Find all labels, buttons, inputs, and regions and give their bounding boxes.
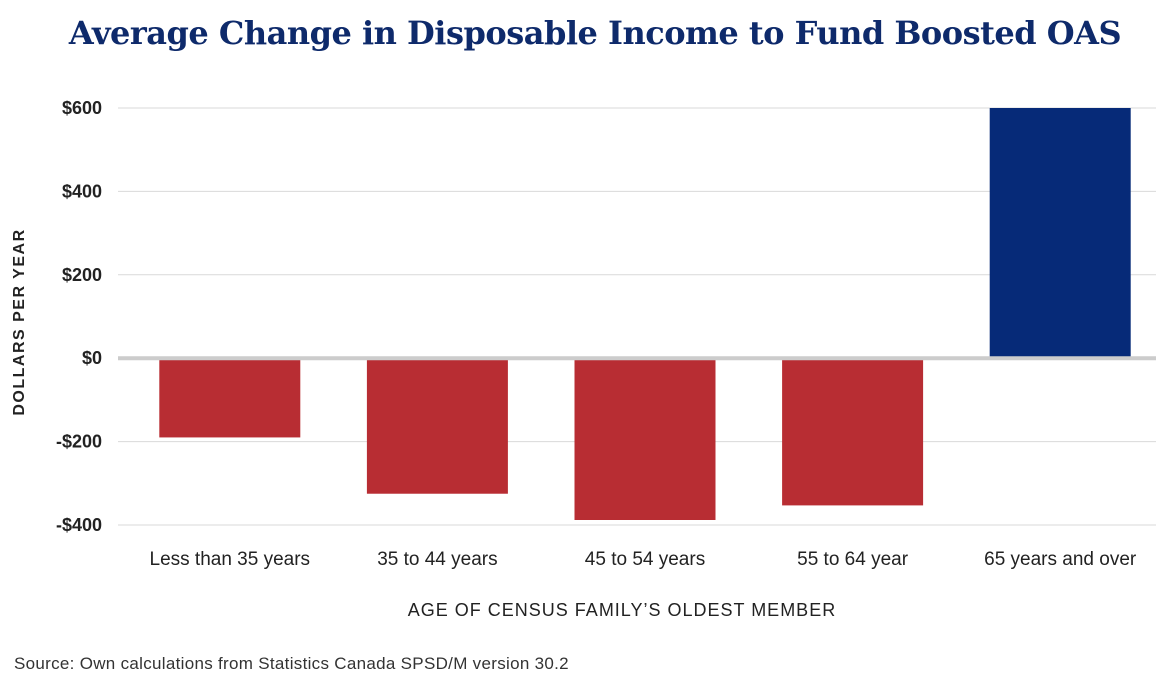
bar: [989, 108, 1131, 359]
chart-title: Average Change in Disposable Income to F…: [68, 14, 1122, 52]
bar: [159, 358, 301, 438]
source-note: Source: Own calculations from Statistics…: [14, 654, 569, 673]
x-tick-label: 45 to 54 years: [585, 549, 705, 570]
y-tick-label: $0: [82, 348, 102, 368]
x-tick-label: 35 to 44 years: [377, 549, 497, 570]
x-tick-label: 65 years and over: [984, 549, 1137, 570]
bar: [574, 358, 716, 520]
x-tick-label: Less than 35 years: [150, 549, 311, 570]
bar: [782, 358, 924, 506]
x-axis-ticks: Less than 35 years 35 to 44 years 45 to 54…: [150, 549, 1137, 570]
x-tick-label: 55 to 64 year: [797, 549, 909, 570]
y-tick-label: $600: [62, 98, 102, 118]
bar: [366, 358, 508, 494]
y-tick-label: -$400: [56, 515, 102, 535]
y-tick-label: $400: [62, 181, 102, 201]
y-tick-label: -$200: [56, 432, 102, 452]
y-axis-ticks: $600 $400 $200 $0 -$200 -$400: [56, 98, 102, 535]
bars: [159, 108, 1131, 520]
y-tick-label: $200: [62, 265, 102, 285]
x-axis-title: AGE OF CENSUS FAMILY’S OLDEST MEMBER: [408, 600, 836, 620]
y-axis-title: DOLLARS PER YEAR: [11, 228, 28, 415]
